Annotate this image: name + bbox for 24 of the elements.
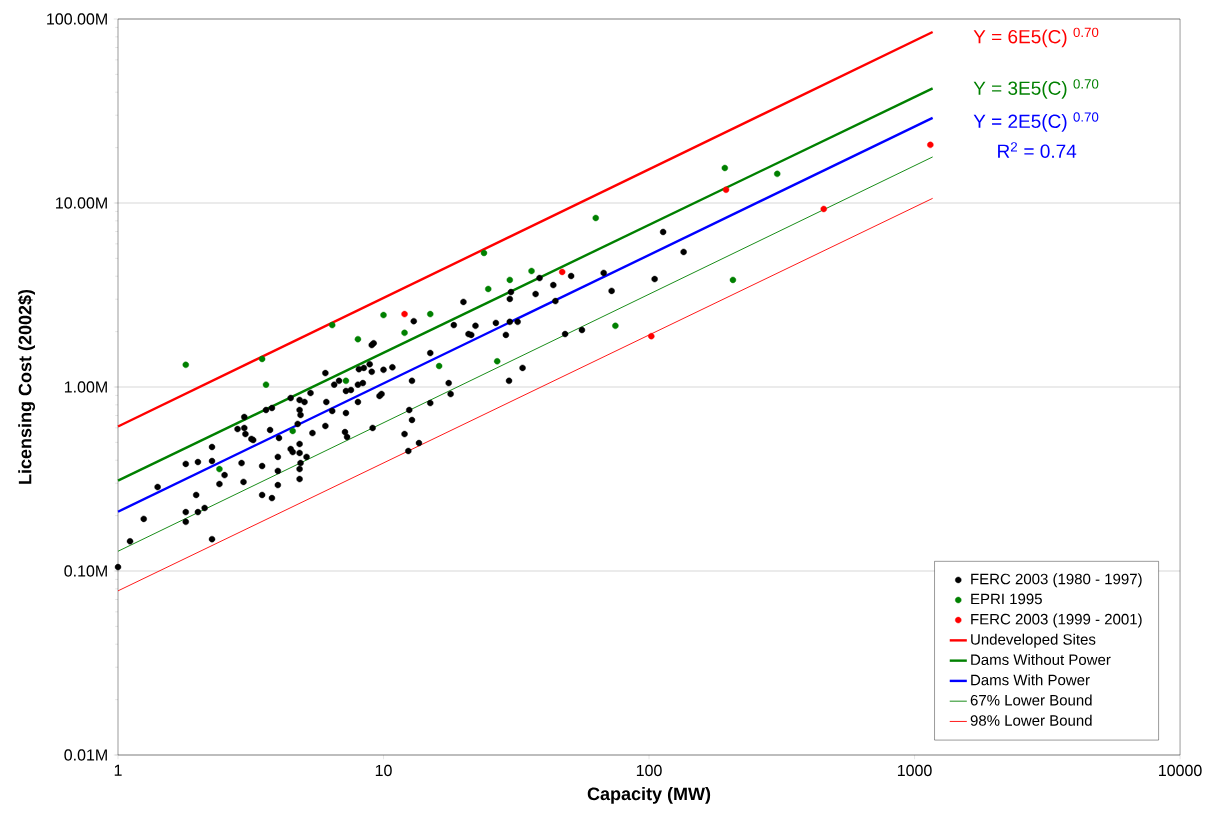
- x-tick-label: 1000: [897, 764, 932, 777]
- x-tick-label: 10000: [1159, 764, 1202, 777]
- y-tick-label: 1.00M: [64, 381, 107, 393]
- legend-label: FERC 2003 (1980 - 1997): [971, 573, 1142, 588]
- legend-label: 67% Lower Bound: [970, 694, 1092, 706]
- y-tick-label: 0.10M: [64, 565, 107, 577]
- legend-label: EPRI 1995: [971, 593, 1042, 605]
- y-tick-label: 100.00M: [47, 13, 107, 25]
- legend-label: Dams With Power: [971, 674, 1090, 686]
- x-tick-label: 100: [636, 764, 662, 777]
- annotation: Y = 3E5(C) $^{0.70}$: [973, 79, 1099, 99]
- y-axis-title: Licensing Cost (2002$): [17, 289, 36, 484]
- legend-label: Dams Without Power: [971, 654, 1111, 666]
- y-tick-label: 0.01M: [64, 749, 107, 761]
- x-tick-label: 1: [114, 764, 122, 776]
- annotation: R$^{2}$ = 0.74: [998, 142, 1077, 158]
- legend-label: Undeveloped Sites: [971, 633, 1096, 648]
- annotation: Y = 2E5(C) $^{0.70}$: [973, 112, 1099, 132]
- y-tick-label: 10.00M: [56, 197, 107, 209]
- x-axis-title: Capacity (MW): [587, 786, 711, 804]
- legend-label: 98% Lower Bound: [970, 714, 1092, 726]
- legend-label: FERC 2003 (1999 - 2001): [971, 613, 1142, 628]
- x-tick-label: 10: [375, 764, 392, 777]
- annotation: Y = 6E5(C) $^{0.70}$: [973, 27, 1099, 48]
